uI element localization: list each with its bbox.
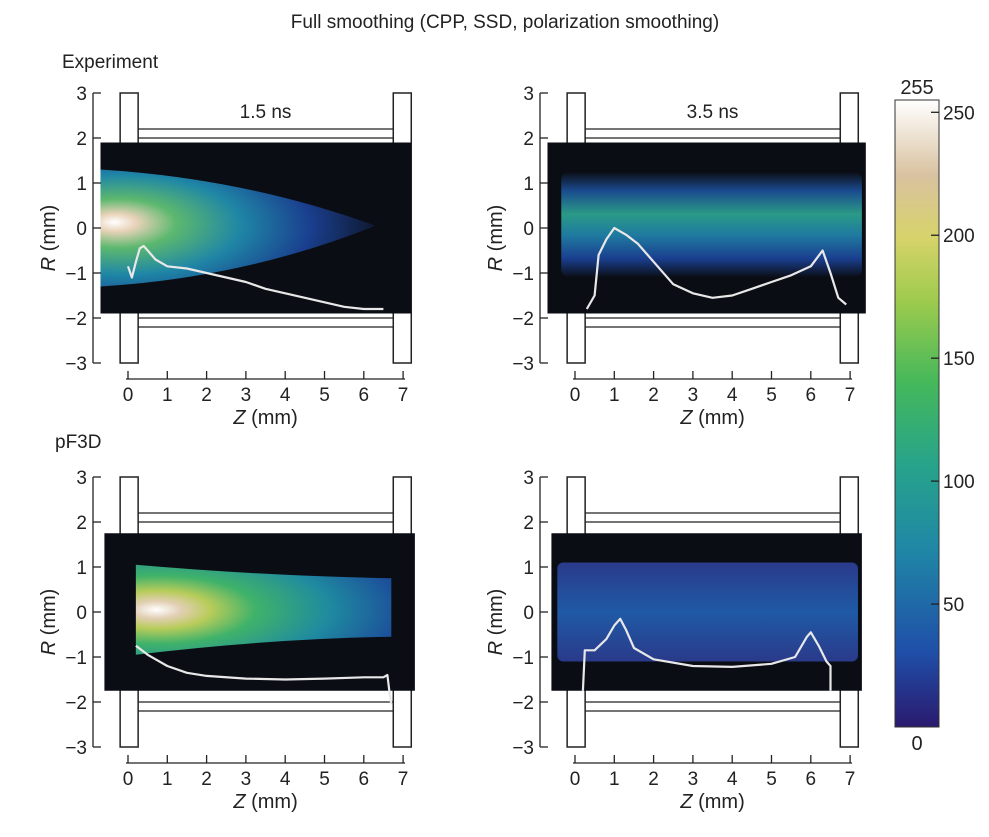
lineout-trace	[135, 644, 393, 705]
y-tick-label: 1	[523, 558, 534, 579]
x-axis-label: Z (mm)	[679, 407, 744, 429]
lineout-trace	[126, 244, 384, 311]
y-tick-label: 1	[523, 174, 534, 195]
figure-title: Full smoothing (CPP, SSD, polarization s…	[291, 12, 719, 33]
y-tick-label: 1	[76, 558, 87, 579]
panel-experiment-3.5ns: 3 2 1 0 −1 −2 −3 R (mm) 0 1 2 3 4 5 6 7 Z (mm) 3.5 ns	[485, 84, 866, 429]
y-axis-label: R (mm)	[38, 589, 60, 656]
y-tick-label: −2	[512, 693, 534, 714]
y-axis-label: R (mm)	[485, 205, 507, 272]
x-tick-label: 4	[727, 769, 738, 790]
y-tick-label: −1	[65, 264, 87, 285]
colorbar-tick-label: 50	[943, 595, 964, 616]
x-tick-label: 0	[123, 769, 134, 790]
row-label-experiment: Experiment	[62, 52, 159, 73]
colorbar-tick-label: 150	[943, 349, 975, 370]
y-tick-label: −1	[512, 264, 534, 285]
x-tick-label: 2	[201, 385, 212, 406]
x-axis-label: Z (mm)	[679, 791, 744, 813]
y-tick-label: 3	[523, 84, 534, 105]
y-tick-label: −2	[65, 309, 87, 330]
x-tick-label: 6	[359, 769, 370, 790]
y-axis-label: R (mm)	[485, 589, 507, 656]
x-tick-label: 5	[766, 385, 777, 406]
y-tick-label: 1	[76, 174, 87, 195]
y-tick-label: −1	[65, 648, 87, 669]
x-tick-label: 6	[806, 385, 817, 406]
x-tick-label: 7	[398, 769, 409, 790]
y-tick-label: −1	[512, 648, 534, 669]
colorbar-gradient	[894, 99, 940, 728]
panel-pf3d-1.5ns: 3 2 1 0 −1 −2 −3 R (mm) 0 1 2 3 4 5 6 7 Z (mm)	[38, 468, 415, 813]
heatmap-beam	[557, 562, 858, 662]
y-tick-label: −3	[512, 354, 534, 375]
y-tick-label: 0	[76, 219, 87, 240]
x-tick-label: 3	[688, 769, 699, 790]
lineout-trace	[585, 226, 847, 310]
y-tick-label: 2	[523, 129, 534, 150]
x-tick-label: 1	[162, 385, 173, 406]
y-tick-label: 3	[76, 84, 87, 105]
time-label: 1.5 ns	[240, 102, 292, 123]
x-tick-label: 7	[845, 769, 856, 790]
colorbar-tick-label: 250	[943, 103, 975, 124]
x-tick-label: 1	[609, 385, 620, 406]
x-tick-label: 6	[806, 769, 817, 790]
x-tick-label: 7	[845, 385, 856, 406]
panel-experiment-1.5ns: 3 2 1 0 −1 −2 −3 R (mm) 0 1 2 3 4 5 6 7 Z (mm) 1.5 ns	[38, 84, 413, 429]
x-tick-label: 4	[280, 769, 291, 790]
y-tick-label: 0	[523, 219, 534, 240]
colorbar-min-label: 0	[911, 733, 922, 755]
y-tick-label: −2	[512, 309, 534, 330]
x-tick-label: 3	[688, 385, 699, 406]
y-tick-label: 0	[76, 603, 87, 624]
colorbar-tick-label: 100	[943, 472, 975, 493]
heatmap-beam	[100, 169, 376, 287]
time-label: 3.5 ns	[687, 102, 739, 123]
y-tick-label: −3	[65, 738, 87, 759]
y-tick-label: −2	[65, 693, 87, 714]
x-tick-label: 6	[359, 385, 370, 406]
colorbar-tick-label: 200	[943, 226, 975, 247]
x-axis-label: Z (mm)	[232, 407, 297, 429]
x-tick-label: 3	[241, 769, 252, 790]
x-tick-label: 1	[609, 769, 620, 790]
x-tick-label: 3	[241, 385, 252, 406]
y-tick-label: 0	[523, 603, 534, 624]
x-tick-label: 4	[280, 385, 291, 406]
x-tick-label: 5	[319, 385, 330, 406]
panel-pf3d-3.5ns: 3 2 1 0 −1 −2 −3 R (mm) 0 1 2 3 4 5 6 7 Z (mm)	[485, 468, 862, 813]
lineout-trace	[581, 617, 832, 691]
x-tick-label: 1	[162, 769, 173, 790]
y-tick-label: 3	[76, 468, 87, 489]
row-label-pf3d: pF3D	[55, 432, 101, 453]
x-tick-label: 7	[398, 385, 409, 406]
x-axis-label: Z (mm)	[232, 791, 297, 813]
x-tick-label: 0	[570, 385, 581, 406]
y-axis-label: R (mm)	[38, 205, 60, 272]
x-tick-label: 0	[570, 769, 581, 790]
y-tick-label: −3	[65, 354, 87, 375]
x-tick-label: 2	[201, 769, 212, 790]
colorbar-max-label: 255	[900, 77, 933, 99]
heatmap-beam	[135, 564, 392, 655]
y-tick-label: 2	[523, 513, 534, 534]
x-tick-label: 5	[319, 769, 330, 790]
heatmap-beam	[561, 171, 862, 278]
y-tick-label: −3	[512, 738, 534, 759]
y-tick-label: 3	[523, 468, 534, 489]
x-tick-label: 4	[727, 385, 738, 406]
y-tick-label: 2	[76, 129, 87, 150]
x-tick-label: 0	[123, 385, 134, 406]
colorbar: 255 0 50 100 150 200 250	[894, 77, 975, 755]
x-tick-label: 5	[766, 769, 777, 790]
y-tick-label: 2	[76, 513, 87, 534]
x-tick-label: 2	[648, 769, 659, 790]
x-tick-label: 2	[648, 385, 659, 406]
